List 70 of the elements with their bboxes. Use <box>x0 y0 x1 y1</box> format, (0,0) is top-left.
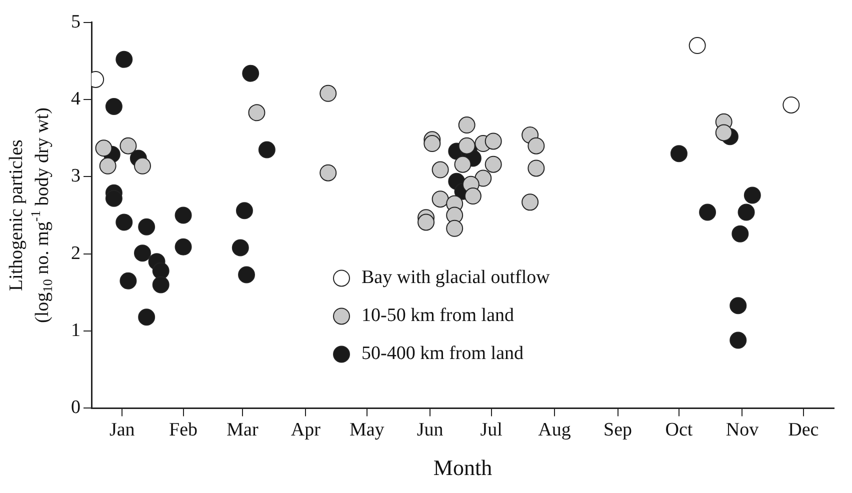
point <box>446 220 464 237</box>
point <box>95 140 112 157</box>
point <box>484 156 502 173</box>
point <box>699 204 716 221</box>
point <box>134 244 151 262</box>
point <box>152 262 170 280</box>
point <box>248 104 266 122</box>
point <box>732 225 749 242</box>
point <box>464 188 482 205</box>
point <box>744 186 761 204</box>
point <box>174 238 192 256</box>
point <box>320 84 337 102</box>
point <box>715 124 732 142</box>
x-tick-label: Dec <box>788 420 819 441</box>
x-tick-label: Nov <box>726 420 760 441</box>
point <box>152 276 170 294</box>
point <box>738 204 755 221</box>
x-tick-label: Mar <box>226 420 259 441</box>
point <box>782 96 800 114</box>
point <box>105 190 122 207</box>
point <box>242 64 260 82</box>
point <box>730 332 747 349</box>
point <box>238 266 256 284</box>
y-tick-label: 1 <box>71 320 80 342</box>
point <box>236 202 253 220</box>
point <box>120 137 137 154</box>
point <box>528 137 545 154</box>
x-tick-label: Apr <box>290 420 322 441</box>
x-tick-label: Aug <box>538 420 572 441</box>
point <box>105 98 122 116</box>
y-tick-label: 0 <box>71 397 80 418</box>
point <box>424 135 441 152</box>
point <box>670 145 688 162</box>
point <box>138 308 156 326</box>
point <box>522 194 539 211</box>
point <box>418 214 435 231</box>
legend-label: 50-400 km from land <box>362 343 524 364</box>
y-tick-label: 4 <box>71 88 81 110</box>
point <box>116 50 133 68</box>
x-tick-label: Sep <box>604 420 632 441</box>
point <box>134 157 151 174</box>
point <box>432 161 449 178</box>
x-tick-label: Jan <box>109 420 136 441</box>
point <box>320 164 337 182</box>
x-tick-label: Jun <box>416 420 444 441</box>
point <box>528 160 545 177</box>
point <box>458 116 476 134</box>
point <box>484 132 502 150</box>
point <box>688 37 706 54</box>
point <box>458 137 476 154</box>
point <box>116 214 133 231</box>
point <box>138 218 156 236</box>
point <box>120 272 137 290</box>
point <box>730 297 747 314</box>
y-tick-label: 5 <box>71 11 80 32</box>
legend-label: 10-50 km from land <box>362 305 514 326</box>
point <box>258 141 276 158</box>
y-tick-label: 2 <box>71 242 80 264</box>
point <box>99 157 116 174</box>
x-tick-label: Oct <box>665 420 694 441</box>
x-tick-label: Jul <box>480 420 502 441</box>
x-axis-title: Month <box>433 454 492 480</box>
x-tick-label: Feb <box>169 420 198 441</box>
y-tick-label: 3 <box>71 166 80 187</box>
x-tick-label: May <box>349 420 385 441</box>
legend-label: Bay with glacial outflow <box>362 267 550 288</box>
point <box>454 156 472 173</box>
point <box>432 190 449 208</box>
point <box>232 239 249 256</box>
point <box>174 206 192 224</box>
